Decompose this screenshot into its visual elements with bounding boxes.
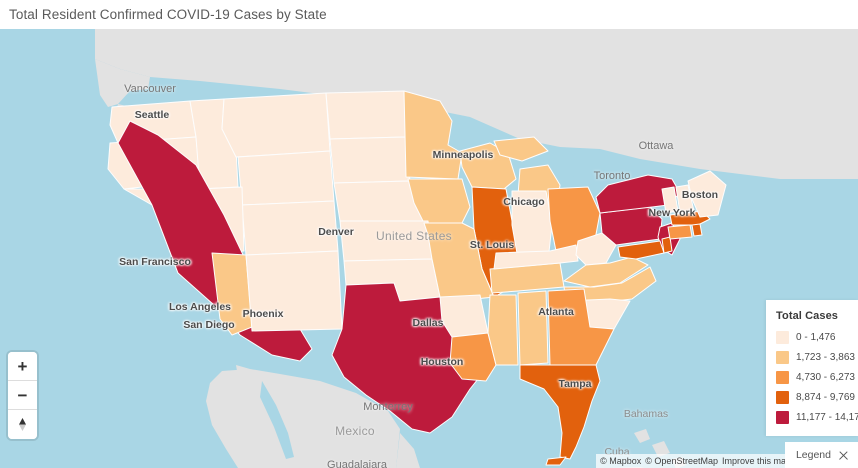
legend-item: 8,874 - 9,769 xyxy=(776,391,855,404)
zoom-out-button[interactable]: − xyxy=(8,381,37,410)
legend-toggle-label: Legend xyxy=(795,449,831,461)
legend-color-swatch xyxy=(776,331,789,344)
legend-item-label: 0 - 1,476 xyxy=(796,332,836,343)
legend-rows: 0 - 1,476 1,723 - 3,863 4,730 - 6,273 8,874… xyxy=(776,331,858,424)
legend-panel: Total Cases 0 - 1,476 1,723 - 3,863 4,730 … xyxy=(766,300,858,436)
zoom-in-button[interactable]: + xyxy=(8,352,37,381)
legend-title: Total Cases xyxy=(776,310,839,322)
page-header: Total Resident Confirmed COVID-19 Cases … xyxy=(0,0,858,29)
legend-item-label: 11,177 - 14,171 xyxy=(796,412,858,423)
choropleth-map-graphic: .b0 { fill:#fdebdc; } .b1 { fill:#fac888… xyxy=(0,29,858,468)
page-title: Total Resident Confirmed COVID-19 Cases … xyxy=(9,7,327,22)
close-icon[interactable] xyxy=(838,450,849,461)
legend-item-label: 8,874 - 9,769 xyxy=(796,392,855,403)
legend-item: 0 - 1,476 xyxy=(776,331,849,344)
compass-icon xyxy=(19,418,26,431)
attribution-improve-link[interactable]: Improve this map xyxy=(721,456,791,466)
legend-item-label: 1,723 - 3,863 xyxy=(796,352,855,363)
map-canvas[interactable]: .b0 { fill:#fdebdc; } .b1 { fill:#fac888… xyxy=(0,29,858,468)
attribution-mapbox[interactable]: © Mapbox xyxy=(600,456,642,466)
legend-color-swatch xyxy=(776,351,789,364)
legend-color-swatch xyxy=(776,391,789,404)
map-attribution: © Mapbox © OpenStreetMap Improve this ma… xyxy=(596,454,795,468)
legend-toggle-button[interactable]: Legend xyxy=(784,442,858,468)
legend-item-label: 4,730 - 6,273 xyxy=(796,372,855,383)
map-zoom-controls[interactable]: + − xyxy=(8,352,37,439)
legend-color-swatch xyxy=(776,371,789,384)
legend-item: 11,177 - 14,171 xyxy=(776,411,858,424)
attribution-osm[interactable]: © OpenStreetMap xyxy=(645,456,718,466)
zoom-out-label: − xyxy=(17,385,28,405)
legend-item: 4,730 - 6,273 xyxy=(776,371,855,384)
compass-button[interactable] xyxy=(8,410,37,439)
legend-color-swatch xyxy=(776,411,789,424)
legend-item: 1,723 - 3,863 xyxy=(776,351,855,364)
zoom-in-label: + xyxy=(17,356,28,376)
